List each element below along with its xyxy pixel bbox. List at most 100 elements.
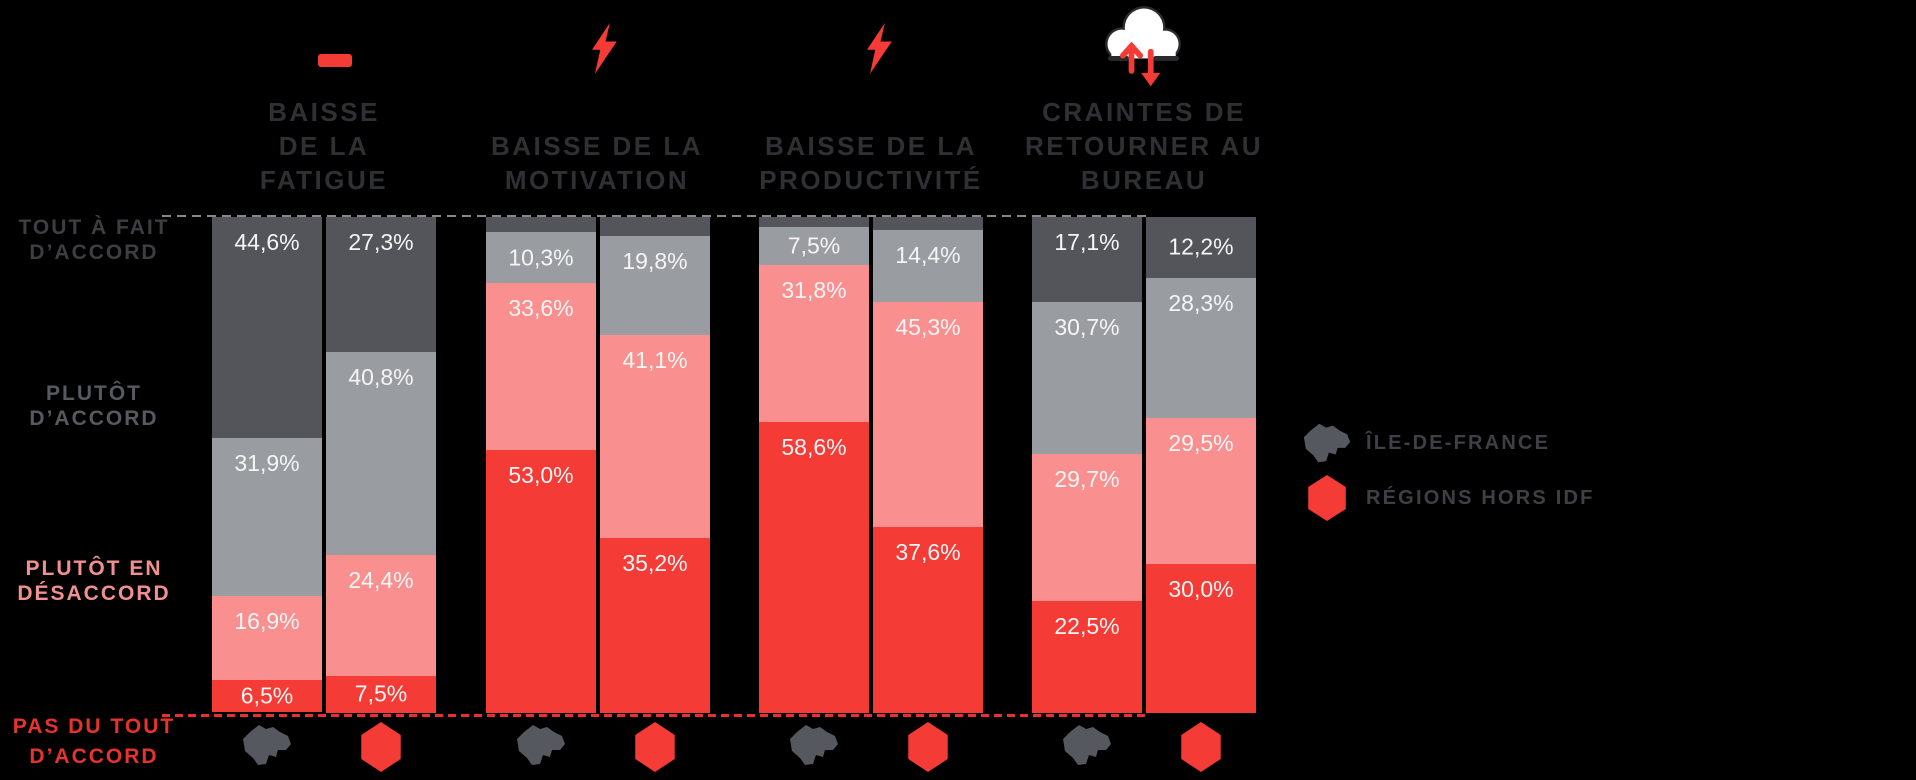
bar-segment: 33,6%: [486, 283, 596, 451]
axis-label-line: PAS DU TOUT: [12, 715, 176, 738]
bottom-dashed-guide: [162, 714, 1147, 717]
ile-de-france-map-icon: [1300, 420, 1354, 466]
axis-label-tout-a-fait-daccord: TOUT À FAIT D’ACCORD: [0, 215, 194, 265]
segment-value-label: 58,6%: [781, 434, 847, 461]
stacked-bar-1-idf: 44,6% 31,9% 16,9% 6,5%: [212, 217, 322, 713]
cloud-sync-icon: [1105, 6, 1181, 87]
legend-label: ÎLE-DE-FRANCE: [1366, 431, 1551, 454]
category-title-line: PRODUCTIVITÉ: [759, 165, 983, 195]
bar-segment: 35,2%: [600, 538, 710, 713]
bar-segment: 6,5%: [212, 680, 322, 713]
segment-value-label: 30,7%: [1054, 313, 1120, 340]
bar-segment: [486, 217, 596, 233]
stacked-bar-3-idf: 7,5% 31,8% 58,6%: [759, 217, 869, 713]
bar-segment: 31,9%: [212, 438, 322, 597]
segment-value-label: 29,7%: [1054, 466, 1120, 493]
category-title-motivation: BAISSE DE LA MOTIVATION: [427, 129, 767, 197]
segment-value-label: 16,9%: [234, 608, 300, 635]
segment-value-label: 7,5%: [354, 680, 408, 707]
legend-item-idf: ÎLE-DE-FRANCE: [1300, 420, 1595, 466]
bar-segment: 24,4%: [326, 554, 436, 676]
bar-segment: 16,9%: [212, 596, 322, 681]
category-title-fatigue: BAISSE DE LA FATIGUE: [154, 95, 494, 197]
axis-label-line: D’ACCORD: [29, 241, 159, 264]
bar-segment: 17,1%: [1032, 217, 1142, 302]
bar-segment: 41,1%: [600, 334, 710, 539]
hexagon-france-icon: [908, 722, 948, 772]
segment-value-label: 37,6%: [895, 538, 961, 565]
category-title-line: BAISSE: [268, 97, 380, 127]
hexagon-france-icon: [635, 722, 675, 772]
segment-value-label: 14,4%: [895, 242, 961, 269]
stacked-bar-2-idf: 10,3% 33,6% 53,0%: [486, 217, 596, 713]
segment-value-label: 40,8%: [348, 364, 414, 391]
segment-value-label: 6,5%: [240, 682, 294, 709]
axis-label-line: PLUTÔT: [46, 382, 142, 405]
bar-segment: 12,2%: [1146, 217, 1256, 278]
segment-value-label: 27,3%: [348, 229, 414, 255]
ile-de-france-map-icon: [787, 722, 841, 773]
ile-de-france-map-icon: [240, 722, 294, 773]
bar-segment: 29,5%: [1146, 417, 1256, 565]
bar-segment: 58,6%: [759, 422, 869, 713]
lightning-icon: [867, 22, 892, 74]
bar-segment: 31,8%: [759, 264, 869, 423]
segment-value-label: 44,6%: [234, 229, 300, 255]
segment-value-label: 29,5%: [1168, 429, 1234, 456]
ile-de-france-map-icon: [1060, 722, 1114, 773]
segment-value-label: 35,2%: [622, 550, 688, 577]
stacked-bar-2-hors-idf: 19,8% 41,1% 35,2%: [600, 217, 710, 713]
bar-segment: 28,3%: [1146, 277, 1256, 418]
segment-value-label: 28,3%: [1168, 289, 1234, 316]
bar-segment: 44,6%: [212, 217, 322, 439]
axis-label-line: D’ACCORD: [29, 745, 159, 768]
ile-de-france-map-icon: [514, 722, 568, 773]
bar-segment: 40,8%: [326, 352, 436, 555]
axis-label-pas-du-tout-daccord: PAS DU TOUT D’ACCORD: [0, 712, 194, 772]
axis-label-line: TOUT À FAIT: [18, 216, 170, 239]
hexagon-france-icon: [1181, 722, 1221, 772]
category-title-line: BAISSE DE LA: [764, 131, 978, 161]
category-title-line: RETOURNER AU: [1024, 131, 1263, 161]
segment-value-label: 33,6%: [508, 295, 574, 322]
top-dashed-guide: [162, 215, 1147, 217]
bar-segment: 30,0%: [1146, 564, 1256, 713]
bar-segment: [759, 217, 869, 228]
stacked-bar-1-hors-idf: 27,3% 40,8% 24,4% 7,5%: [326, 217, 436, 713]
hexagon-france-icon: [1300, 475, 1354, 521]
segment-value-label: 12,2%: [1168, 233, 1234, 260]
segment-value-label: 10,3%: [508, 244, 574, 271]
category-title-bureau: CRAINTES DE RETOURNER AU BUREAU: [974, 95, 1314, 197]
category-title-line: DE LA: [278, 131, 370, 161]
bar-segment: 19,8%: [600, 236, 710, 335]
segment-value-label: 19,8%: [622, 248, 688, 275]
bar-segment: 37,6%: [873, 526, 983, 713]
bar-segment: 22,5%: [1032, 601, 1142, 713]
hexagon-france-icon: [361, 722, 401, 772]
category-title-productivite: BAISSE DE LA PRODUCTIVITÉ: [701, 129, 1041, 197]
axis-label-plutot-daccord: PLUTÔT D’ACCORD: [0, 381, 194, 431]
segment-value-label: 31,8%: [781, 276, 847, 303]
bar-segment: 53,0%: [486, 450, 596, 713]
segment-value-label: 53,0%: [508, 462, 574, 489]
segment-value-label: 17,1%: [1054, 229, 1120, 255]
segment-value-label: 31,9%: [234, 450, 300, 477]
axis-label-plutot-en-desaccord: PLUTÔT EN DÉSACCORD: [0, 556, 194, 606]
bar-segment: [600, 217, 710, 237]
legend-label: RÉGIONS HORS IDF: [1366, 486, 1595, 509]
category-title-line: FATIGUE: [259, 165, 389, 195]
category-title-line: BAISSE DE LA: [490, 131, 704, 161]
axis-label-line: D’ACCORD: [29, 407, 159, 430]
axis-label-line: DÉSACCORD: [17, 582, 171, 605]
stacked-bar-3-hors-idf: 14,4% 45,3% 37,6%: [873, 217, 983, 713]
segment-value-label: 30,0%: [1168, 576, 1234, 603]
category-title-line: MOTIVATION: [504, 165, 690, 195]
category-title-line: CRAINTES DE: [1042, 97, 1246, 127]
segment-value-label: 7,5%: [787, 232, 841, 259]
stacked-bar-4-hors-idf: 12,2% 28,3% 29,5% 30,0%: [1146, 217, 1256, 713]
bar-segment: [873, 217, 983, 231]
bar-segment: 14,4%: [873, 230, 983, 302]
legend: ÎLE-DE-FRANCE RÉGIONS HORS IDF: [1300, 420, 1595, 521]
bar-segment: 7,5%: [326, 675, 436, 713]
